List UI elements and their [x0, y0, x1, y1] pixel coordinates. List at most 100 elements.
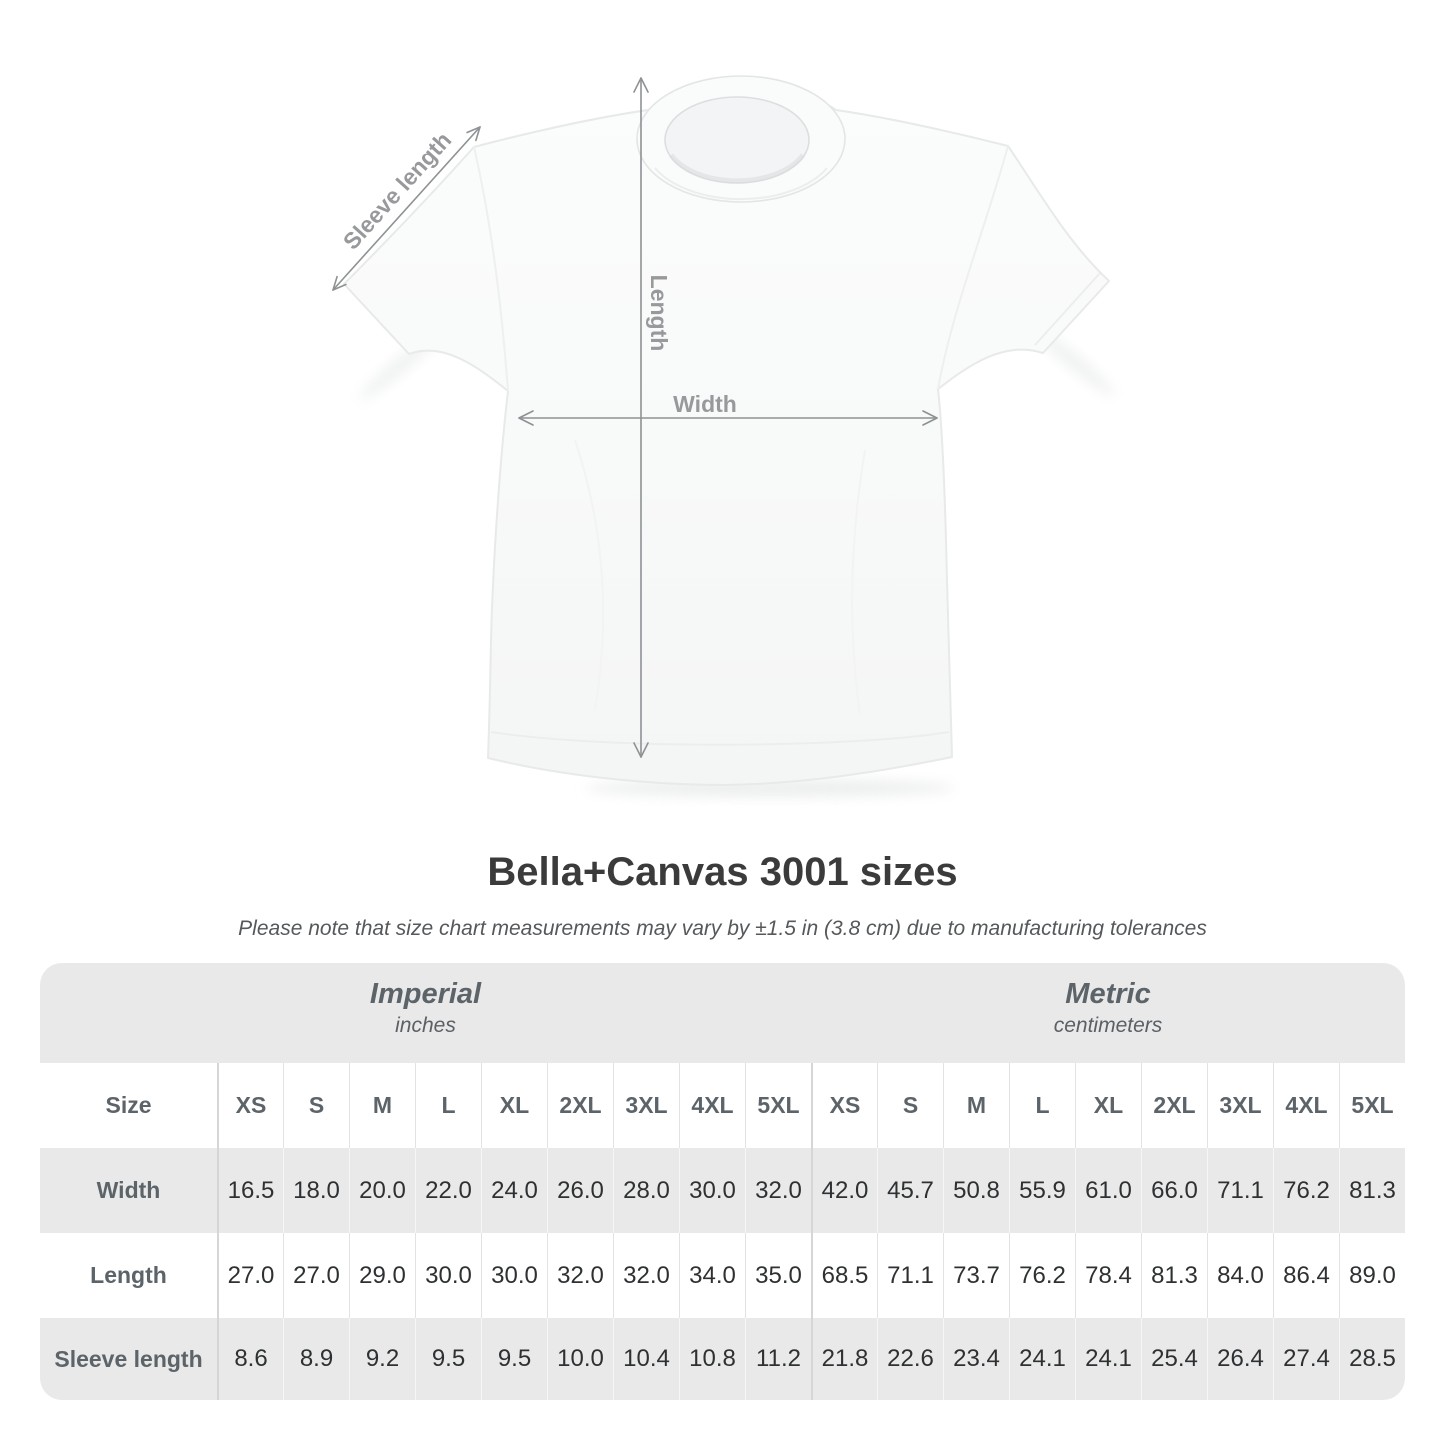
table-cell: 8.9 — [283, 1318, 349, 1400]
table-cell: 27.0 — [283, 1233, 349, 1318]
size-table: Imperial inches Metric centimeters Size X… — [40, 963, 1405, 1400]
table-cell: 5XL — [1339, 1063, 1405, 1148]
table-cell: S — [283, 1063, 349, 1148]
table-cell: 21.8 — [811, 1318, 877, 1400]
hem-stitch — [490, 731, 950, 746]
table-cell: 28.5 — [1339, 1318, 1405, 1400]
right-sleeve-seam — [937, 145, 1009, 390]
table-cell: 26.0 — [547, 1148, 613, 1233]
table-cell: 9.5 — [415, 1318, 481, 1400]
table-cell: 73.7 — [943, 1233, 1009, 1318]
table-cell: 42.0 — [811, 1148, 877, 1233]
width-row-label: Width — [40, 1148, 217, 1233]
table-cell: 30.0 — [415, 1233, 481, 1318]
table-cell: 55.9 — [1009, 1148, 1075, 1233]
table-cell: 18.0 — [283, 1148, 349, 1233]
imperial-title: Imperial — [369, 978, 482, 1010]
table-cell: 29.0 — [349, 1233, 415, 1318]
collar — [636, 75, 846, 203]
table-cell: 81.3 — [1339, 1148, 1405, 1233]
table-cell: L — [415, 1063, 481, 1148]
tshirt-body — [343, 90, 1110, 786]
table-cell: 84.0 — [1207, 1233, 1273, 1318]
table-cell: 32.0 — [547, 1233, 613, 1318]
imperial-unit: inches — [395, 1014, 456, 1037]
table-cell: 16.5 — [217, 1148, 283, 1233]
table-cell: M — [943, 1063, 1009, 1148]
table-cell: 86.4 — [1273, 1233, 1339, 1318]
table-cell: 2XL — [547, 1063, 613, 1148]
width-label: Width — [673, 391, 737, 417]
tshirt-diagram: Width Length Sleeve length — [332, 75, 1115, 797]
table-cell: 27.4 — [1273, 1318, 1339, 1400]
left-sleeve-seam — [473, 146, 509, 392]
length-label: Length — [646, 275, 672, 352]
table-cell: 66.0 — [1141, 1148, 1207, 1233]
table-cell: 34.0 — [679, 1233, 745, 1318]
metric-title: Metric — [1065, 978, 1151, 1010]
table-cell: L — [1009, 1063, 1075, 1148]
table-cell: 81.3 — [1141, 1233, 1207, 1318]
table-cell: 61.0 — [1075, 1148, 1141, 1233]
table-cell: 35.0 — [745, 1233, 811, 1318]
metric-header: Metric centimeters — [811, 963, 1405, 1063]
table-cell: 30.0 — [481, 1233, 547, 1318]
size-tolerance-note: Please note that size chart measurements… — [238, 917, 1207, 940]
body-fold-left — [574, 439, 605, 711]
sleeve-length-arrow — [332, 126, 481, 291]
table-cell: 4XL — [1273, 1063, 1339, 1148]
right-sleeve-stitch — [1034, 272, 1101, 346]
table-cell: 24.1 — [1075, 1318, 1141, 1400]
table-cell: 30.0 — [679, 1148, 745, 1233]
table-cell: 25.4 — [1141, 1318, 1207, 1400]
imperial-header: Imperial inches — [40, 963, 811, 1063]
sleeve-length-row-label: Sleeve length — [40, 1318, 217, 1400]
table-cell: 10.8 — [679, 1318, 745, 1400]
table-cell: S — [877, 1063, 943, 1148]
metric-unit: centimeters — [1053, 1014, 1163, 1037]
table-cell: 11.2 — [745, 1318, 811, 1400]
table-cell: 2XL — [1141, 1063, 1207, 1148]
table-cell: 8.6 — [217, 1318, 283, 1400]
table-cell: XS — [217, 1063, 283, 1148]
table-cell: 32.0 — [613, 1233, 679, 1318]
table-cell: 4XL — [679, 1063, 745, 1148]
table-cell: 9.2 — [349, 1318, 415, 1400]
table-cell: M — [349, 1063, 415, 1148]
table-cell: XL — [1075, 1063, 1141, 1148]
length-row-label: Length — [40, 1233, 217, 1318]
table-cell: 89.0 — [1339, 1233, 1405, 1318]
table-cell: XL — [481, 1063, 547, 1148]
table-cell: 22.6 — [877, 1318, 943, 1400]
table-cell: 24.0 — [481, 1148, 547, 1233]
table-cell: 76.2 — [1009, 1233, 1075, 1318]
table-cell: 50.8 — [943, 1148, 1009, 1233]
table-cell: 78.4 — [1075, 1233, 1141, 1318]
table-cell: 71.1 — [1207, 1148, 1273, 1233]
table-cell: 26.4 — [1207, 1318, 1273, 1400]
table-cell: 24.1 — [1009, 1318, 1075, 1400]
measure-arrows — [332, 77, 938, 758]
width-arrow — [518, 410, 938, 426]
table-cell: 28.0 — [613, 1148, 679, 1233]
table-cell: 10.0 — [547, 1318, 613, 1400]
table-cell: XS — [811, 1063, 877, 1148]
table-cell: 9.5 — [481, 1318, 547, 1400]
table-cell: 27.0 — [217, 1233, 283, 1318]
table-cell: 3XL — [1207, 1063, 1273, 1148]
table-cell: 3XL — [613, 1063, 679, 1148]
table-cell: 20.0 — [349, 1148, 415, 1233]
table-cell: 76.2 — [1273, 1148, 1339, 1233]
table-cell: 45.7 — [877, 1148, 943, 1233]
table-cell: 68.5 — [811, 1233, 877, 1318]
table-cell: 71.1 — [877, 1233, 943, 1318]
table-cell: 22.0 — [415, 1148, 481, 1233]
table-cell: 32.0 — [745, 1148, 811, 1233]
table-cell: 23.4 — [943, 1318, 1009, 1400]
page-title: Bella+Canvas 3001 sizes — [487, 850, 958, 894]
table-cell: 10.4 — [613, 1318, 679, 1400]
table-cell: 5XL — [745, 1063, 811, 1148]
size-header-row-label: Size — [40, 1063, 217, 1148]
body-fold-right — [851, 449, 866, 716]
